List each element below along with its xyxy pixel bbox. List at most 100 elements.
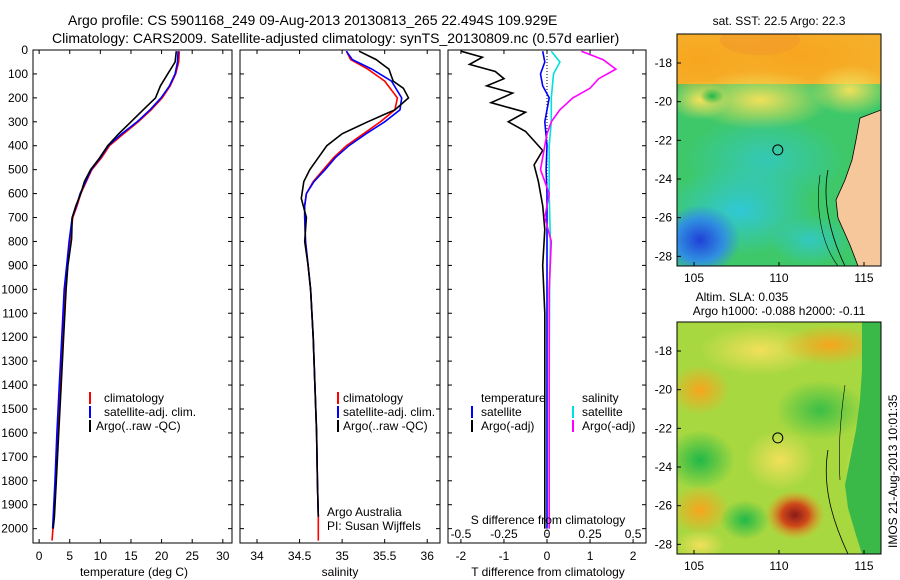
argo-position-marker bbox=[772, 144, 784, 156]
y-tick-label: 200 bbox=[8, 91, 28, 105]
map-y-tick-label: -28 bbox=[655, 249, 673, 263]
legend-title-salinity: salinity bbox=[582, 391, 619, 405]
map-x-tick-label: 105 bbox=[684, 271, 704, 285]
map-y-tick-label: -22 bbox=[655, 133, 673, 147]
x-tick-label: 34.5 bbox=[288, 549, 312, 563]
y-tick-label: 1100 bbox=[2, 306, 28, 320]
legend-label-satellite-adj: satellite-adj. clim. bbox=[104, 405, 196, 419]
temperature-legend: climatology satellite-adj. clim. Argo(..… bbox=[89, 391, 196, 433]
map-y-tick-label: -24 bbox=[655, 172, 673, 186]
legend-label-t-argo: Argo(-adj) bbox=[481, 419, 534, 433]
s-tick-label: -0.25 bbox=[490, 527, 518, 541]
map-x-tick-label: 110 bbox=[769, 559, 788, 573]
x-tick-label: 30 bbox=[216, 549, 230, 563]
x-tick-label: 20 bbox=[155, 549, 169, 563]
footer-timestamp: IMOS 21-Aug-2013 10:01:35 bbox=[886, 394, 900, 548]
y-tick-label: 1400 bbox=[1, 378, 28, 392]
y-tick-label: 900 bbox=[8, 258, 28, 272]
annotation-line-2: PI: Susan Wijffels bbox=[327, 519, 421, 533]
x-axis-label-salinity: salinity bbox=[322, 565, 359, 579]
series-line-satellite-adj-clim- bbox=[303, 50, 403, 517]
x-tick-label: 10 bbox=[94, 549, 108, 563]
y-tick-label: 800 bbox=[8, 234, 28, 248]
salinity-legend: climatology satellite-adj. clim. Argo(..… bbox=[327, 391, 435, 533]
salinity-panel: 34 34.5 35 35.5 36 bbox=[239, 49, 441, 563]
legend-label-argo: Argo(..raw -QC) bbox=[343, 419, 428, 433]
map-y-tick-label: -26 bbox=[655, 499, 673, 513]
plot-frame bbox=[32, 49, 233, 544]
y-tick-label: 1600 bbox=[1, 426, 28, 440]
x-tick-label: 35 bbox=[335, 549, 349, 563]
x-tick-label: 5 bbox=[66, 549, 73, 563]
x-tick-label: 15 bbox=[124, 549, 138, 563]
x-tick-label: -2 bbox=[456, 549, 467, 563]
map-x-tick-label: 115 bbox=[854, 559, 873, 573]
map-y-tick-label: -20 bbox=[655, 95, 673, 109]
s-tick-label: -0.5 bbox=[451, 527, 472, 541]
sst-map: sat. SST: 22.5 Argo: 22.3 105 110 115 -18 -2… bbox=[655, 14, 882, 285]
legend-label-s-satellite: satellite bbox=[582, 405, 623, 419]
map-x-tick-label: 105 bbox=[684, 559, 704, 573]
sla-map: Altim. SLA: 0.035 Argo h1000: -0.088 h20… bbox=[655, 290, 882, 573]
sst-map-title: sat. SST: 22.5 Argo: 22.3 bbox=[713, 14, 846, 28]
x-tick-label: 34 bbox=[250, 549, 264, 563]
series-line-climatology bbox=[51, 51, 181, 541]
y-tick-label: 100 bbox=[8, 67, 28, 81]
x-tick-label: -1 bbox=[499, 549, 510, 563]
y-tick-label: 2000 bbox=[1, 522, 28, 536]
series-line-satellite-adj-clim- bbox=[51, 51, 179, 529]
y-tick-label: 1000 bbox=[1, 282, 28, 296]
difference-legend: temperature satellite Argo(-adj) salinit… bbox=[471, 391, 635, 433]
plot-frame bbox=[239, 49, 441, 544]
legend-label-argo: Argo(..raw -QC) bbox=[96, 419, 181, 433]
map-y-tick-label: -24 bbox=[655, 460, 673, 474]
argo-position-marker bbox=[772, 432, 784, 444]
y-tick-label: 1500 bbox=[1, 402, 28, 416]
map-y-tick-label: -20 bbox=[655, 383, 673, 397]
sla-map-title-1: Altim. SLA: 0.035 bbox=[696, 290, 789, 304]
legend-label-climatology: climatology bbox=[343, 391, 403, 405]
y-tick-label: 1800 bbox=[1, 474, 28, 488]
x-tick-label: 35.5 bbox=[373, 549, 397, 563]
map-y-tick-label: -22 bbox=[655, 421, 673, 435]
x-tick-label: 36 bbox=[421, 549, 435, 563]
series-line-salinity-argo-adj- bbox=[539, 50, 618, 529]
map-y-tick-label: -28 bbox=[655, 537, 673, 551]
y-tick-label: 1700 bbox=[1, 450, 28, 464]
map-x-tick-label: 115 bbox=[854, 271, 873, 285]
y-tick-label: 300 bbox=[8, 115, 28, 129]
s-tick-label: 0.25 bbox=[578, 527, 602, 541]
legend-label-s-argo: Argo(-adj) bbox=[582, 419, 635, 433]
y-tick-label: 700 bbox=[8, 211, 28, 225]
annotation-line-1: Argo Australia bbox=[327, 505, 402, 519]
temperature-panel: 0 5 10 15 20 25 300100200300400500600700800900… bbox=[1, 43, 233, 563]
map-y-tick-label: -18 bbox=[655, 344, 673, 358]
sla-map-title-2: Argo h1000: -0.088 h2000: -0.11 bbox=[693, 304, 866, 318]
x-tick-label: 0 bbox=[36, 549, 43, 563]
x-axis-label-temperature: temperature (deg C) bbox=[80, 565, 188, 579]
x-axis-label-s-difference: S difference from climatology bbox=[471, 513, 626, 527]
x-axis-label-t-difference: T difference from climatology bbox=[471, 565, 625, 579]
x-tick-label: 0 bbox=[544, 549, 551, 563]
x-tick-label: 1 bbox=[587, 549, 594, 563]
series-line-argo-raw-qc- bbox=[52, 51, 178, 529]
series-line-argo-raw-qc- bbox=[300, 50, 410, 517]
x-tick-label: 25 bbox=[186, 549, 200, 563]
y-tick-label: 0 bbox=[21, 43, 28, 57]
y-tick-label: 1900 bbox=[1, 498, 28, 512]
series-line-temperature-satellite bbox=[539, 51, 551, 529]
y-tick-label: 500 bbox=[8, 163, 28, 177]
map-y-tick-label: -18 bbox=[655, 56, 673, 70]
header-line-1: Argo profile: CS 5901168_249 09-Aug-2013… bbox=[68, 12, 557, 28]
legend-label-t-satellite: satellite bbox=[481, 405, 522, 419]
legend-label-climatology: climatology bbox=[104, 391, 164, 405]
series-line-temperature-argo-adj- bbox=[460, 50, 546, 529]
x-tick-label: 2 bbox=[630, 549, 637, 563]
legend-label-satellite-adj: satellite-adj. clim. bbox=[343, 405, 435, 419]
series-line-climatology bbox=[303, 50, 399, 541]
y-tick-label: 600 bbox=[8, 187, 28, 201]
header-line-2: Climatology: CARS2009. Satellite-adjuste… bbox=[52, 30, 619, 46]
y-tick-label: 1200 bbox=[1, 330, 28, 344]
